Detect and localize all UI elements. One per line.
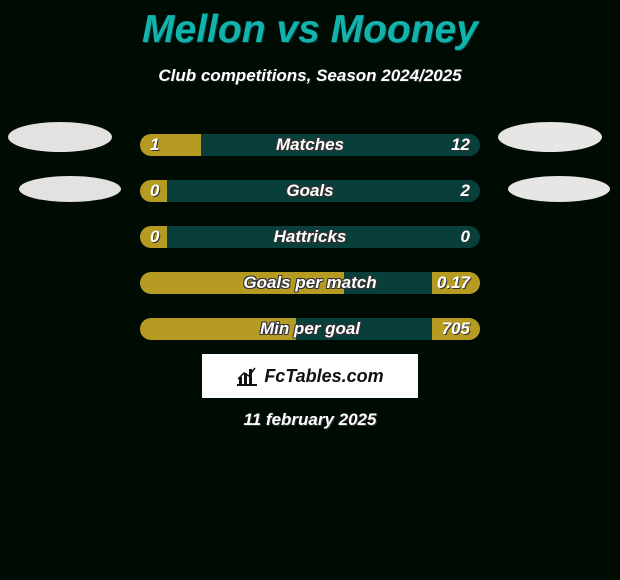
bar-fill-left: [140, 272, 344, 294]
chart-icon: [236, 366, 258, 386]
brand-badge: FcTables.com: [202, 354, 418, 398]
stat-value-left: 0: [150, 180, 159, 202]
bar-wrap: 0 2 Goals: [140, 180, 480, 202]
bar-wrap: 1 12 Matches: [140, 134, 480, 156]
bar-wrap: 0.17 Goals per match: [140, 272, 480, 294]
stat-value-left: 0: [150, 226, 159, 248]
bar-fill-left: [140, 318, 296, 340]
stat-row: 0 2 Goals: [0, 168, 620, 214]
stat-value-right: 12: [451, 134, 470, 156]
bar-wrap: 705 Min per goal: [140, 318, 480, 340]
snapshot-date: 11 february 2025: [0, 410, 620, 430]
stat-value-right: 0: [461, 226, 470, 248]
bar-track: [140, 226, 480, 248]
stat-value-right: 705: [442, 318, 470, 340]
page-title: Mellon vs Mooney: [0, 8, 620, 52]
stat-row: 705 Min per goal: [0, 306, 620, 352]
bar-track: [140, 180, 480, 202]
stat-row: 1 12 Matches: [0, 122, 620, 168]
bar-wrap: 0 0 Hattricks: [140, 226, 480, 248]
brand-text: FcTables.com: [264, 366, 383, 387]
page-subtitle: Club competitions, Season 2024/2025: [0, 66, 620, 86]
stat-value-right: 2: [461, 180, 470, 202]
infographic-root: Mellon vs Mooney Club competitions, Seas…: [0, 0, 620, 352]
stat-value-right: 0.17: [437, 272, 470, 294]
stat-value-left: 1: [150, 134, 159, 156]
comparison-chart: 1 12 Matches 0 2 Goals 0 0: [0, 122, 620, 352]
stat-row: 0 0 Hattricks: [0, 214, 620, 260]
stat-row: 0.17 Goals per match: [0, 260, 620, 306]
